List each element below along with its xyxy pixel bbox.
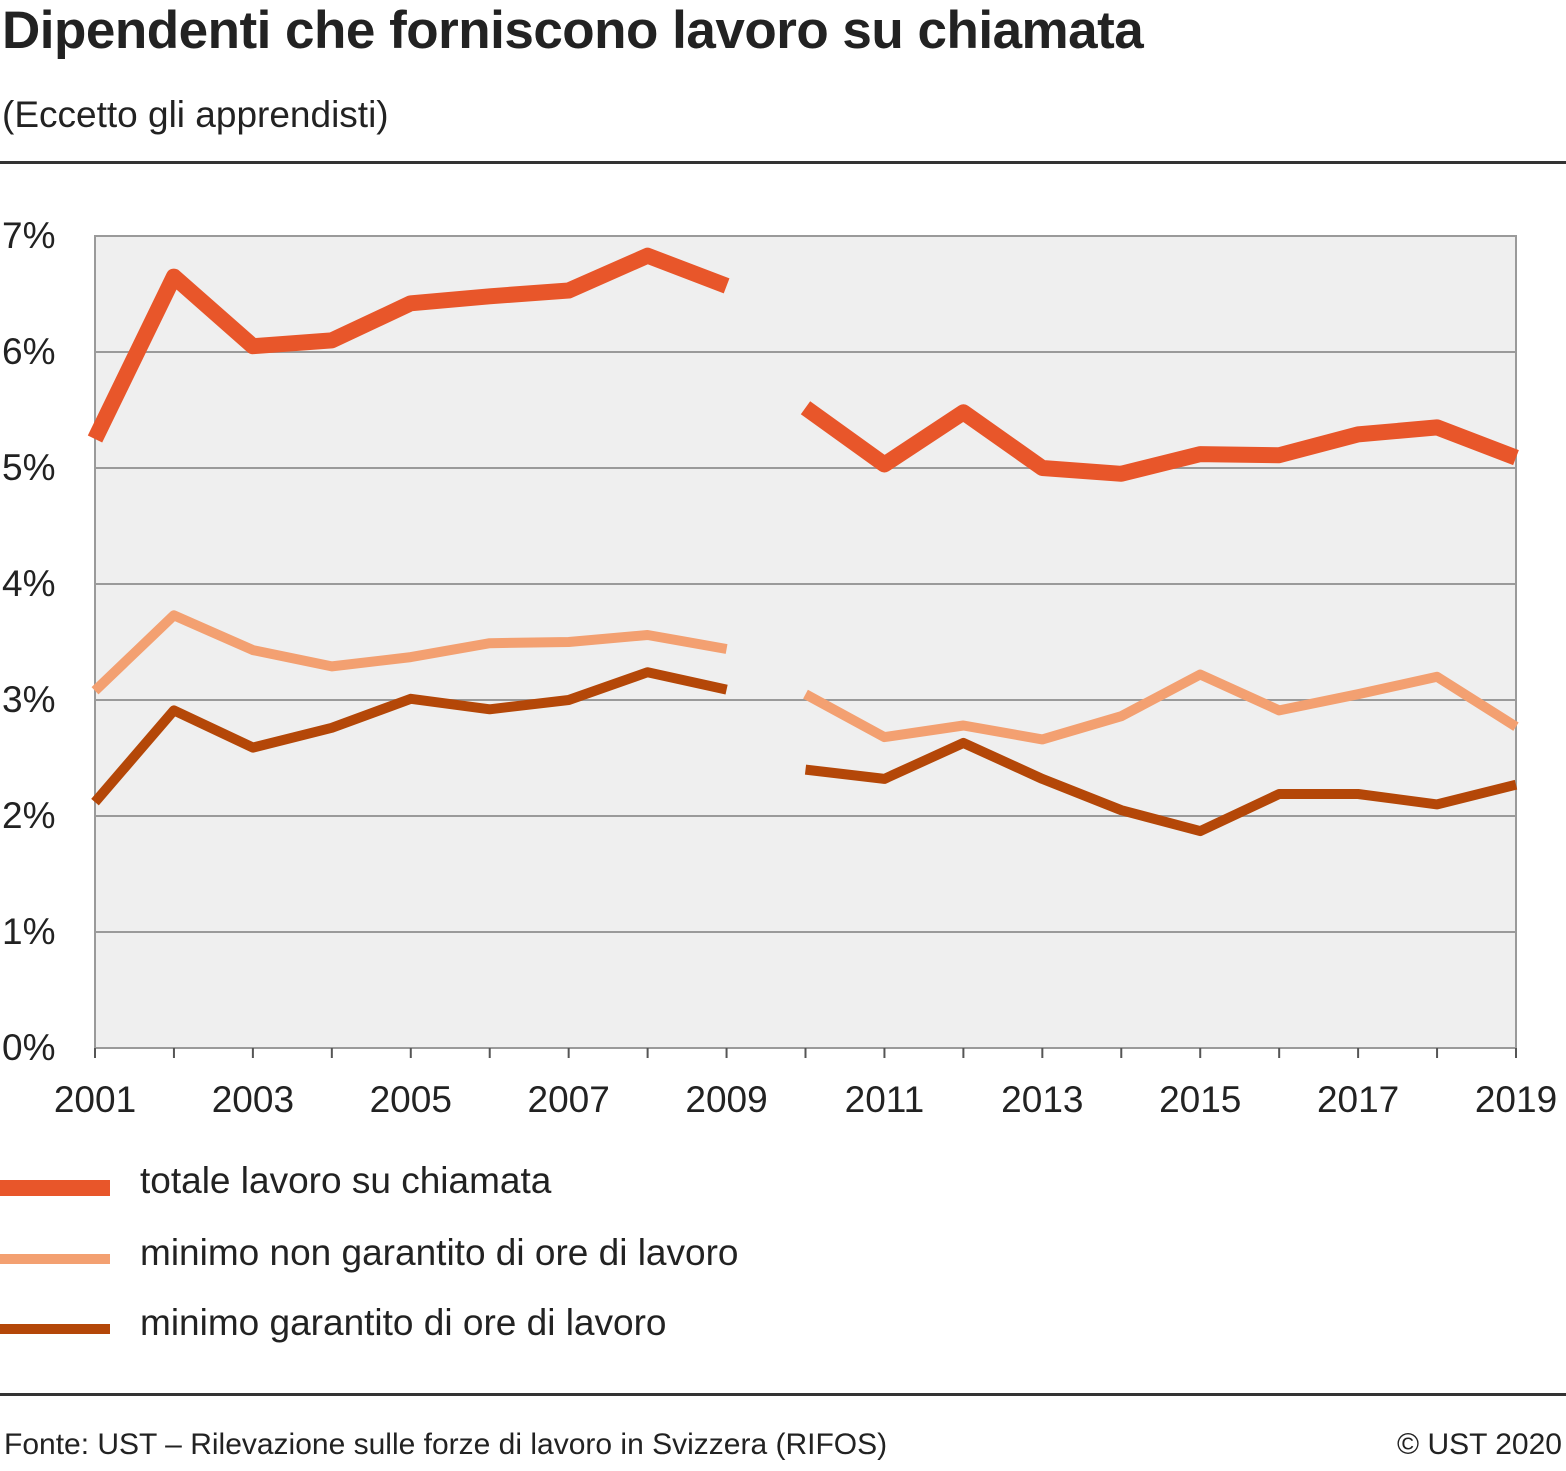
copyright-note: © UST 2020 <box>1397 1428 1562 1461</box>
y-tick-label: 7% <box>2 215 55 256</box>
x-tick-label: 2017 <box>1317 1079 1399 1120</box>
series-line-2-part-1 <box>91 610 728 695</box>
x-tick-label: 2019 <box>1475 1079 1557 1120</box>
x-tick-label: 2003 <box>212 1079 294 1120</box>
series-line-3-part-2 <box>804 737 1518 837</box>
chart-subtitle: (Eccetto gli apprendisti) <box>2 94 389 135</box>
series-line-1-part-2 <box>800 401 1519 482</box>
y-tick-label: 6% <box>2 331 55 372</box>
chart-title: Dipendenti che forniscono lavoro su chia… <box>2 1 1144 60</box>
legend-swatch-totale <box>0 1180 110 1196</box>
x-tick-label: 2015 <box>1159 1079 1241 1120</box>
legend-label-non-garantito: minimo non garantito di ore di lavoro <box>140 1232 739 1273</box>
legend-item-non-garantito: minimo non garantito di ore di lavoro <box>0 1232 1000 1282</box>
series-line-1-part-1 <box>87 247 730 443</box>
legend-item-garantito: minimo garantito di ore di lavoro <box>0 1302 1000 1352</box>
x-tick-label: 2007 <box>528 1079 610 1120</box>
legend-label-garantito: minimo garantito di ore di lavoro <box>140 1302 667 1343</box>
y-tick-label: 3% <box>2 679 55 720</box>
y-tick-label: 1% <box>2 911 55 952</box>
series-line-3-part-1 <box>91 667 728 806</box>
y-tick-label: 0% <box>2 1027 55 1068</box>
y-tick-label: 5% <box>2 447 55 488</box>
plot-area <box>94 235 1517 1049</box>
bottom-divider <box>0 1393 1566 1396</box>
legend-label-totale: totale lavoro su chiamata <box>140 1160 552 1201</box>
x-tick-label: 2009 <box>685 1079 767 1120</box>
x-tick-label: 2013 <box>1001 1079 1083 1120</box>
y-axis-ticks: 0% 1% 2% 3% 4% 5% 6% 7% <box>2 215 55 1068</box>
legend-swatch-non-garantito <box>0 1254 110 1264</box>
series-lines <box>87 247 1519 837</box>
legend-item-totale: totale lavoro su chiamata <box>0 1160 1000 1210</box>
source-note: Fonte: UST – Rilevazione sulle forze di … <box>4 1428 888 1461</box>
x-tick-label: 2001 <box>54 1079 136 1120</box>
x-tick-label: 2011 <box>845 1079 925 1120</box>
x-tick-label: 2005 <box>370 1079 452 1120</box>
x-axis-ticks: 2001 2003 2005 2007 2009 2011 2013 2015 2017 2019 <box>54 1048 1557 1120</box>
legend-swatch-garantito <box>0 1324 110 1334</box>
line-chart: 0% 1% 2% 3% 4% 5% 6% 7% 2001 2003 2005 2007 2009 201… <box>2 215 1557 1120</box>
grid-lines <box>95 235 1516 933</box>
y-tick-label: 4% <box>2 563 55 604</box>
series-line-2-part-2 <box>803 669 1519 745</box>
top-divider <box>0 161 1566 164</box>
y-tick-label: 2% <box>2 795 55 836</box>
